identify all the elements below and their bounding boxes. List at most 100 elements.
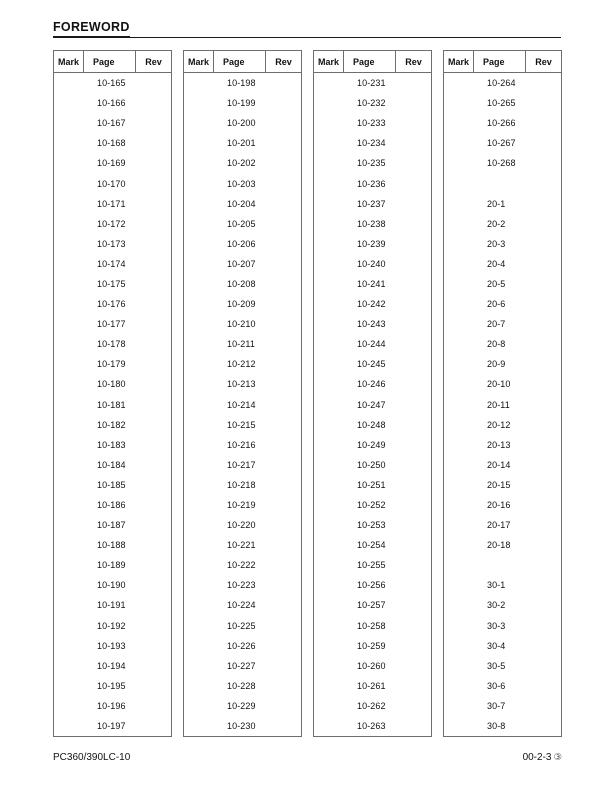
page-cell: 10-196 xyxy=(97,700,126,711)
page-cell: 10-222 xyxy=(227,560,256,571)
page-cell: 20-6 xyxy=(487,299,506,310)
table-row: 10-222 xyxy=(184,555,301,575)
page-cell: 10-258 xyxy=(357,620,386,631)
table-row: 10-212 xyxy=(184,354,301,374)
page-cell: 10-235 xyxy=(357,158,386,169)
page-cell: 10-165 xyxy=(97,78,126,89)
table-row: 10-224 xyxy=(184,595,301,615)
table-row: 10-165 xyxy=(54,73,171,93)
page-cell: 10-225 xyxy=(227,620,256,631)
table-row: 30-2 xyxy=(444,595,561,615)
table-row: 10-256 xyxy=(314,575,431,595)
table-row: 10-258 xyxy=(314,616,431,636)
page-cell: 10-254 xyxy=(357,540,386,551)
table-row: 30-6 xyxy=(444,676,561,696)
page-cell: 10-198 xyxy=(227,78,256,89)
table-row: 10-200 xyxy=(184,113,301,133)
page-cell: 10-247 xyxy=(357,399,386,410)
page-cell: 10-224 xyxy=(227,600,256,611)
page-cell: 10-202 xyxy=(227,158,256,169)
page-cell: 10-204 xyxy=(227,198,256,209)
page-cell: 30-5 xyxy=(487,660,506,671)
page-cell: 10-221 xyxy=(227,540,256,551)
footer-page-number: 00-2-3 ③ xyxy=(523,752,562,764)
table-row: 20-6 xyxy=(444,294,561,314)
page-cell: 10-228 xyxy=(227,680,256,691)
table-row: 10-246 xyxy=(314,374,431,394)
page-index-table-3: Mark Page Rev 10-231 10-232 10-233 10-234 10-2… xyxy=(313,50,432,738)
table-row: 10-187 xyxy=(54,515,171,535)
table-row: 10-197 xyxy=(54,716,171,736)
table-row: 20-16 xyxy=(444,495,561,515)
table-row: 10-243 xyxy=(314,314,431,334)
table-row: 10-205 xyxy=(184,214,301,234)
page-cell: 10-268 xyxy=(487,158,516,169)
page-cell: 10-176 xyxy=(97,299,126,310)
page-cell: 10-213 xyxy=(227,379,256,390)
table-row: 10-229 xyxy=(184,696,301,716)
table-row: 10-209 xyxy=(184,294,301,314)
page-cell: 10-259 xyxy=(357,640,386,651)
table-row: 10-261 xyxy=(314,676,431,696)
table-row: 10-245 xyxy=(314,354,431,374)
table-row: 20-11 xyxy=(444,395,561,415)
table-row: 10-241 xyxy=(314,274,431,294)
table-row: 10-264 xyxy=(444,73,561,93)
table-row: 10-171 xyxy=(54,194,171,214)
table-row: 10-168 xyxy=(54,133,171,153)
page-cell: 10-173 xyxy=(97,238,126,249)
table-row: 10-166 xyxy=(54,93,171,113)
page-cell: 20-3 xyxy=(487,238,506,249)
page-cell: 10-266 xyxy=(487,118,516,129)
table-row: 10-201 xyxy=(184,133,301,153)
page-cell: 10-205 xyxy=(227,218,256,229)
table-row: 10-178 xyxy=(54,334,171,354)
page-cell: 10-227 xyxy=(227,660,256,671)
page-cell: 10-236 xyxy=(357,178,386,189)
table-row: 20-1 xyxy=(444,194,561,214)
page-cell: 20-13 xyxy=(487,439,511,450)
table-row: 10-182 xyxy=(54,415,171,435)
table-row: 10-266 xyxy=(444,113,561,133)
page-cell: 10-166 xyxy=(97,98,126,109)
table-row: 20-9 xyxy=(444,354,561,374)
table-row: 10-259 xyxy=(314,636,431,656)
table-header-row: Mark Page Rev xyxy=(314,51,431,73)
table-row: 10-250 xyxy=(314,455,431,475)
page-cell: 10-241 xyxy=(357,278,386,289)
page-cell: 20-2 xyxy=(487,218,506,229)
table-row: 10-239 xyxy=(314,234,431,254)
table-row: 10-179 xyxy=(54,354,171,374)
page-cell: 20-10 xyxy=(487,379,511,390)
col-header-page: Page xyxy=(214,51,266,72)
page-cell: 10-167 xyxy=(97,118,126,129)
page-cell: 10-190 xyxy=(97,580,126,591)
page-cell: 10-239 xyxy=(357,238,386,249)
table-row: 20-5 xyxy=(444,274,561,294)
page-cell: 10-261 xyxy=(357,680,386,691)
page-cell: 10-267 xyxy=(487,138,516,149)
page-cell: 10-253 xyxy=(357,520,386,531)
page-cell: 10-245 xyxy=(357,359,386,370)
page-cell: 10-232 xyxy=(357,98,386,109)
table-row: 30-7 xyxy=(444,696,561,716)
table-row: 10-233 xyxy=(314,113,431,133)
revision-circle-3-icon: ③ xyxy=(553,752,562,763)
page-cell: 10-189 xyxy=(97,560,126,571)
page-cell: 10-262 xyxy=(357,700,386,711)
page-cell: 10-179 xyxy=(97,359,126,370)
page-cell: 10-211 xyxy=(227,339,255,350)
page-cell: 10-246 xyxy=(357,379,386,390)
footer-model-number: PC360/390LC-10 xyxy=(53,752,131,763)
table-row-blank xyxy=(444,173,561,193)
table-row: 10-186 xyxy=(54,495,171,515)
table-row: 10-226 xyxy=(184,636,301,656)
table-row: 10-192 xyxy=(54,616,171,636)
table-row: 10-248 xyxy=(314,415,431,435)
table-row: 10-216 xyxy=(184,435,301,455)
page-cell: 20-18 xyxy=(487,540,511,551)
table-row: 10-213 xyxy=(184,374,301,394)
page-cell: 20-16 xyxy=(487,500,511,511)
table-row: 30-5 xyxy=(444,656,561,676)
page-cell: 10-168 xyxy=(97,138,126,149)
